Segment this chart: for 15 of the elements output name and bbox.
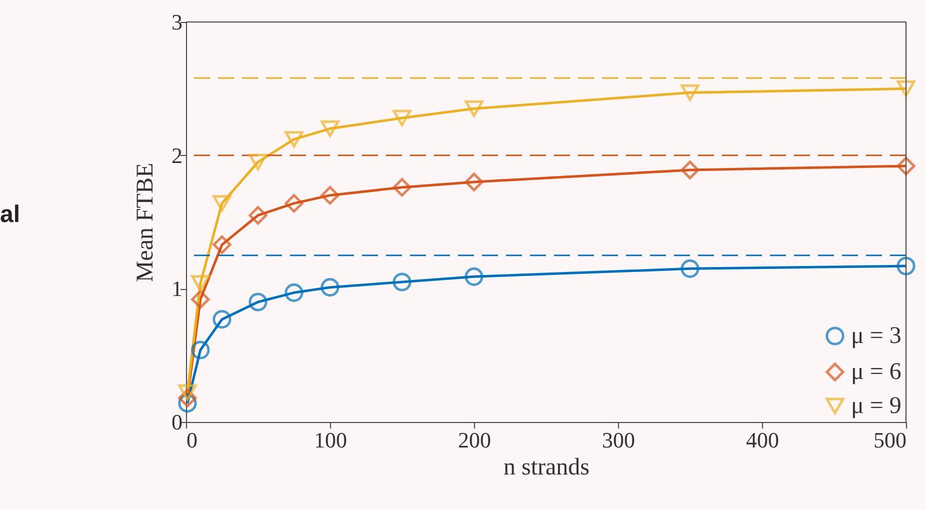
x-tick-label: 100 bbox=[314, 428, 347, 452]
legend-label: μ = 3 bbox=[851, 323, 902, 349]
text: al bbox=[0, 201, 20, 228]
x-tick-label: 500 bbox=[874, 428, 906, 452]
y-tick-label: 3 bbox=[172, 10, 182, 34]
y-tick-label: 2 bbox=[172, 142, 182, 168]
x-tick-label: 300 bbox=[602, 428, 635, 452]
y-tick-label: 0 bbox=[172, 410, 182, 434]
y-axis-title: Mean FTBE bbox=[132, 162, 158, 282]
x-axis-title: n strands bbox=[504, 454, 590, 480]
x-tick-label: 200 bbox=[458, 428, 491, 452]
legend-label: μ = 6 bbox=[851, 359, 902, 385]
y-tick-label: 1 bbox=[172, 276, 182, 302]
x-tick-label: 400 bbox=[746, 428, 779, 452]
legend-label: μ = 9 bbox=[851, 393, 902, 419]
